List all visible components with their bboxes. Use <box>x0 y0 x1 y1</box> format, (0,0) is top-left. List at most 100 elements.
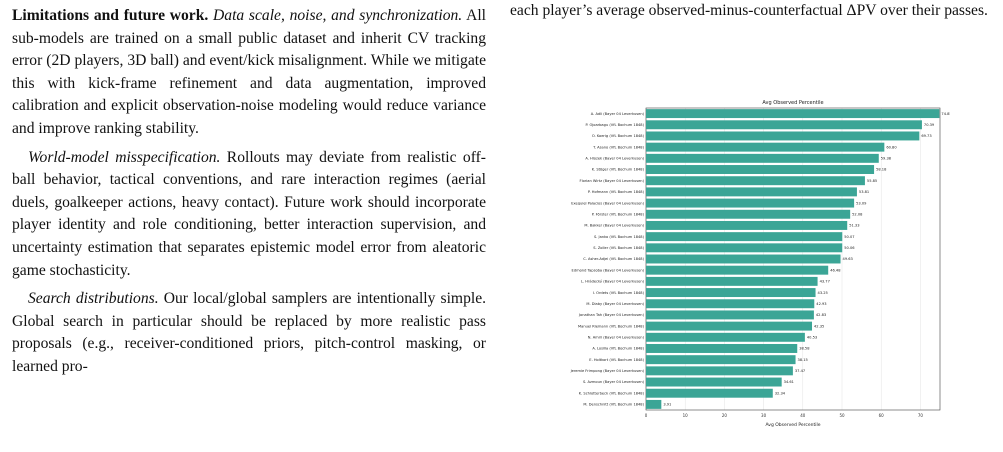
y-tick-label: A. Losilla (VfL Bochum 1848) <box>592 347 644 351</box>
data-label: 43.25 <box>818 291 828 295</box>
y-tick-label: S. Janko (VfL Bochum 1848) <box>594 235 645 239</box>
chart-title: Avg Observed Percentile <box>762 100 823 106</box>
x-tick-label: 50 <box>839 413 845 418</box>
y-tick-label: P. Förster (VfL Bochum 1848) <box>592 212 645 216</box>
bar <box>646 220 848 230</box>
y-tick-label: Exequiel Palacios (Bayer 04 Leverkusen) <box>571 201 644 205</box>
bar <box>646 198 855 208</box>
data-label: 3.91 <box>663 403 671 407</box>
section-heading: Limitations and future work. <box>12 7 209 24</box>
y-tick-label: A. Adli (Bayer 04 Leverkusen) <box>591 112 645 116</box>
paragraph-limitations: Limitations and future work. Data scale,… <box>12 5 486 141</box>
data-label: 50.07 <box>844 235 854 239</box>
data-label: 70.39 <box>924 123 935 127</box>
chart-ticks: 0 10 20 30 40 50 60 70 A. Adli (Bayer 04 Leverku… <box>570 112 924 418</box>
bar <box>646 165 875 174</box>
y-tick-label: M. Denschnitt (VfL Bochum 1848) <box>583 403 644 407</box>
bar-chart-figure: Avg Observed Percentile 74.85 70.39 69.73 6… <box>570 100 950 428</box>
y-tick-label: Manuel Riemann (VfL Bochum 1848) <box>578 324 645 328</box>
data-label: 69.73 <box>921 134 931 138</box>
left-column: Limitations and future work. Data scale,… <box>12 5 486 379</box>
y-tick-label: Jonathan Tah (Bayer 04 Leverkusen) <box>578 313 645 317</box>
x-tick-label: 70 <box>918 413 924 418</box>
y-tick-label: Jeremie Frimpong (Bayer 04 Leverkusen) <box>570 369 645 373</box>
data-label: 58.18 <box>876 168 887 172</box>
x-axis-label: Avg Observed Percentile <box>765 422 820 428</box>
paragraph-search: Search distributions. Our local/global s… <box>12 288 486 378</box>
data-label: 52.08 <box>852 212 863 216</box>
paragraph-subheading: Search distributions. <box>28 290 159 308</box>
data-label: 53.81 <box>859 190 869 194</box>
right-paragraph: each player’s average observed-minus-cou… <box>510 2 988 19</box>
y-tick-label: T. Asano (VfL Bochum 1848) <box>592 145 644 149</box>
data-label: 38.15 <box>798 358 808 362</box>
bar <box>646 232 843 242</box>
paragraph-text: Rollouts may deviate from realistic off-… <box>12 148 486 279</box>
x-tick-label: 40 <box>800 413 806 418</box>
data-label: 74.85 <box>941 112 950 116</box>
bar <box>646 109 940 119</box>
paragraph-subheading: World-model misspecification. <box>28 148 221 166</box>
y-tick-label: S. Azmoun (Bayer 04 Leverkusen) <box>583 380 645 384</box>
data-label: 37.47 <box>795 369 805 373</box>
y-tick-label: P. Hofmann (VfL Bochum 1848) <box>588 190 645 194</box>
bar <box>646 288 816 298</box>
y-tick-label: C. Asher-Adjei (VfL Bochum 1848) <box>583 257 644 261</box>
data-label: 32.34 <box>775 391 786 395</box>
data-label: 34.61 <box>784 380 794 384</box>
y-tick-label: K. Stöger (VfL Bochum 1848) <box>592 168 645 172</box>
paragraph-text: All sub-models are trained on a small pu… <box>12 7 487 137</box>
data-label: 42.83 <box>816 313 826 317</box>
data-label: 40.53 <box>807 335 817 339</box>
y-tick-label: S. Zoller (VfL Bochum 1848) <box>593 246 644 250</box>
data-label: 42.93 <box>816 302 826 306</box>
y-tick-label: Edmond Tapsoba (Bayer 04 Leverkusen) <box>572 268 645 272</box>
bar <box>646 276 818 286</box>
x-tick-label: 0 <box>645 413 648 418</box>
bar <box>646 120 922 130</box>
bar <box>646 344 798 353</box>
bar <box>646 310 814 320</box>
y-tick-label: M. Diaby (Bayer 04 Leverkusen) <box>586 302 644 306</box>
x-tick-label: 60 <box>879 413 885 418</box>
y-tick-label: A. Hlozek (Bayer 04 Leverkusen) <box>585 157 644 161</box>
y-tick-label: M. Bakker (Bayer 04 Leverkusen) <box>584 224 644 228</box>
data-label: 55.85 <box>867 179 877 183</box>
bar <box>646 187 857 197</box>
data-label: 43.77 <box>820 280 830 284</box>
bar <box>646 321 813 331</box>
y-tick-label: L. Hrádecký (Bayer 04 Leverkusen) <box>581 280 645 284</box>
bar <box>646 209 851 219</box>
paragraph-subheading: Data scale, noise, and synchronization. <box>213 7 463 24</box>
chart-bars: 74.85 70.39 69.73 60.80 59.38 58.18 55.85 53.81… <box>646 109 950 409</box>
y-tick-label: O. Koerig (VfL Bochum 1848) <box>592 134 645 138</box>
x-tick-label: 30 <box>761 413 767 418</box>
bar <box>646 399 662 409</box>
bar <box>646 176 865 186</box>
data-label: 53.09 <box>856 201 867 205</box>
bar <box>646 265 829 275</box>
y-tick-label: I. Ordets (VfL Bochum 1848) <box>593 291 645 295</box>
y-tick-label: Florian Wirtz (Bayer 04 Leverkusen) <box>580 179 645 183</box>
y-tick-label: N. Amiri (Bayer 04 Leverkusen) <box>588 335 645 339</box>
bar <box>646 299 815 309</box>
x-tick-label: 10 <box>683 413 689 418</box>
paragraph-text: Our local/global samplers are intentiona… <box>12 290 487 375</box>
y-tick-label: K. Schlotterbeck (VfL Bochum 1848) <box>579 391 645 395</box>
data-label: 51.33 <box>849 224 859 228</box>
paragraph-misspecification: World-model misspecification. Rollouts m… <box>12 147 486 283</box>
bar <box>646 366 793 376</box>
x-tick-label: 20 <box>722 413 728 418</box>
data-label: 50.06 <box>844 246 855 250</box>
data-label: 59.38 <box>881 157 892 161</box>
bar <box>646 153 879 163</box>
y-tick-label: P. Ojoarbagu (VfL Bochum 1848) <box>586 123 645 127</box>
bar <box>646 254 841 264</box>
bar <box>646 243 843 253</box>
bar <box>646 377 782 387</box>
right-column: each player’s average observed-minus-cou… <box>510 0 990 22</box>
data-label: 60.80 <box>886 145 897 149</box>
data-label: 42.35 <box>814 324 824 328</box>
bar <box>646 131 920 141</box>
data-label: 49.63 <box>843 257 853 261</box>
